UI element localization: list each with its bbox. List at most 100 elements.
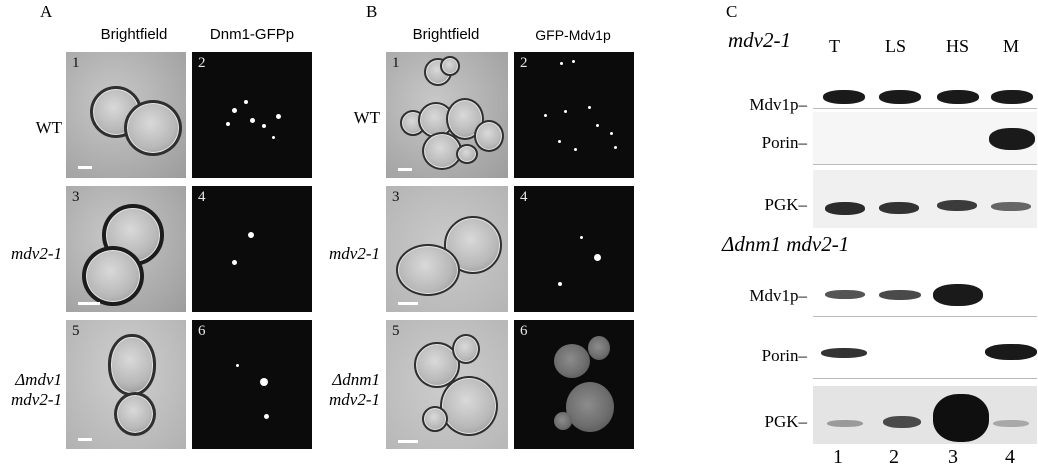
blot-mdv1p-g1 <box>813 62 1037 109</box>
panel-b-tile-4-fluorescence: 4 <box>514 186 634 312</box>
band <box>933 394 989 442</box>
band <box>823 90 865 104</box>
band <box>879 202 919 214</box>
scale-bar <box>78 302 100 305</box>
panel-b-letter: B <box>366 2 378 21</box>
tile-number: 2 <box>198 55 206 71</box>
lane-number-3: 3 <box>948 446 958 468</box>
blot-label-mdv1p-g1: Mdv1p– <box>749 95 807 114</box>
panel-a-tile-2-fluorescence: 2 <box>192 52 312 178</box>
band <box>991 202 1031 211</box>
panel-b-tile-1-brightfield: 1 <box>386 52 508 178</box>
panel-b-tile-3-brightfield: 3 <box>386 186 508 312</box>
fluorescent-punctum <box>572 60 575 63</box>
yeast-cell <box>124 100 182 156</box>
tile-number: 4 <box>520 189 528 205</box>
fluorescent-punctum <box>594 254 601 261</box>
fluorescent-punctum <box>264 414 269 419</box>
scale-bar <box>398 440 418 443</box>
fluorescent-punctum <box>544 114 547 117</box>
blot-label-porin-g1: Porin– <box>761 133 807 152</box>
panel-a-row-label-mdv2: mdv2-1 <box>0 244 62 264</box>
panel-a-tile-6-fluorescence: 6 <box>192 320 312 449</box>
yeast-cell <box>422 406 448 432</box>
fluorescent-punctum <box>610 132 613 135</box>
panel-a-row-label-mdv2-text: mdv2-1 <box>11 244 62 263</box>
fluorescent-punctum <box>272 136 275 139</box>
panel-b-row-label-mdv2-text: mdv2-1 <box>329 244 380 263</box>
fluorescent-punctum <box>260 378 268 386</box>
blot-label-mdv1p-g2: Mdv1p– <box>749 286 807 305</box>
band <box>825 202 865 215</box>
fluorescent-punctum <box>596 124 599 127</box>
yeast-cell <box>474 120 504 152</box>
band <box>937 90 979 104</box>
panel-b-col-brightfield: Brightfield <box>412 26 480 43</box>
panel-a-row-label-wt-text: WT <box>35 118 62 137</box>
panel-a-tile-1-brightfield: 1 <box>66 52 186 178</box>
tile-number: 4 <box>198 189 206 205</box>
band <box>879 90 921 104</box>
yeast-cell <box>108 334 156 396</box>
fluorescent-punctum <box>250 118 255 123</box>
fluorescent-punctum <box>560 62 563 65</box>
band <box>883 416 921 428</box>
yeast-cell <box>114 392 156 436</box>
panel-a-tile-4-fluorescence: 4 <box>192 186 312 312</box>
tile-number: 5 <box>72 323 80 339</box>
band <box>821 348 867 358</box>
band <box>879 290 921 300</box>
yeast-cell <box>82 246 144 306</box>
fluorescent-punctum <box>580 236 583 239</box>
scale-bar <box>78 166 92 169</box>
yeast-cell <box>456 144 478 164</box>
tile-number: 6 <box>520 323 528 339</box>
panel-b-tile-6-fluorescence: 6 <box>514 320 634 449</box>
panel-b-tile-2-fluorescence: 2 <box>514 52 634 178</box>
band <box>937 200 977 211</box>
blot-porin-g1 <box>813 112 1037 165</box>
blot-mdv1p-g2 <box>813 260 1037 317</box>
panel-b-row-label-wt: WT <box>318 108 380 128</box>
scale-bar <box>78 438 92 441</box>
fluorescent-punctum <box>558 140 561 143</box>
fluorescent-punctum <box>248 232 254 238</box>
fluorescent-punctum <box>232 108 237 113</box>
scale-bar <box>398 302 418 305</box>
fluorescent-punctum <box>558 282 562 286</box>
diffuse-fluorescent-cell <box>588 336 610 360</box>
lane-header-hs: HS <box>946 36 970 56</box>
panel-a-tile-3-brightfield: 3 <box>66 186 186 312</box>
panel-a-letter: A <box>40 2 53 21</box>
tile-number: 5 <box>392 323 400 339</box>
lane-header-ls: LS <box>885 36 907 56</box>
fluorescent-punctum <box>262 124 266 128</box>
panel-a-row-label-dmdv1: Δmdv1 mdv2-1 <box>0 370 62 410</box>
band <box>985 344 1037 360</box>
panel-b-row-label-wt-text: WT <box>353 108 380 127</box>
blot-porin-g2 <box>813 322 1037 379</box>
diffuse-fluorescent-cell <box>554 412 572 430</box>
panel-a-col-brightfield: Brightfield <box>100 26 168 43</box>
lane-number-2: 2 <box>889 446 899 468</box>
band <box>991 90 1033 104</box>
panel-c-group1-title: mdv2-1 <box>728 28 791 52</box>
yeast-cell <box>452 334 480 364</box>
lane-number-1: 1 <box>833 446 843 468</box>
diffuse-fluorescent-cell <box>566 382 614 432</box>
blot-label-porin-g2: Porin– <box>761 346 807 365</box>
panel-b-row-label-ddnm1-line2: mdv2-1 <box>329 390 380 409</box>
band <box>933 284 983 306</box>
lane-header-m: M <box>1003 36 1020 56</box>
panel-c-group2-title: Δdnm1 mdv2-1 <box>722 232 850 256</box>
band <box>989 128 1035 150</box>
fluorescent-punctum <box>564 110 567 113</box>
panel-b-col-gfp-mdv1: GFP-Mdv1p <box>535 27 611 43</box>
tile-number: 1 <box>72 55 80 71</box>
tile-number: 6 <box>198 323 206 339</box>
fluorescent-punctum <box>614 146 617 149</box>
blot-pgk-g1 <box>813 170 1037 228</box>
yeast-cell <box>440 376 498 436</box>
panel-a-row-label-dmdv1-line2: mdv2-1 <box>11 390 62 409</box>
panel-a-tile-5-brightfield: 5 <box>66 320 186 449</box>
